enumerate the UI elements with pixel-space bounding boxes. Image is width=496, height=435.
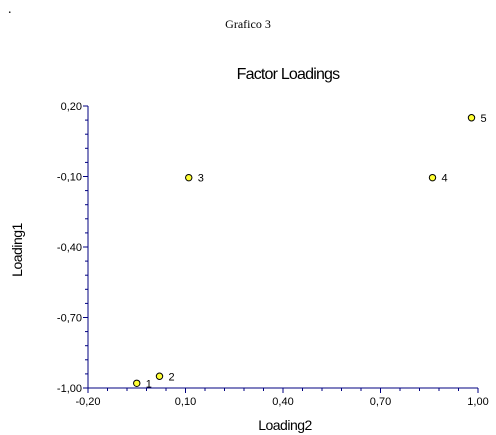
x-tick-label: -0,20 (75, 396, 100, 408)
y-tick-label: 0,20 (61, 101, 82, 113)
y-axis-label: Loading1 (9, 222, 25, 276)
data-points: 1 2 3 4 5 (133, 113, 487, 390)
data-point-label-3: 3 (198, 173, 204, 185)
page-mark: . (8, 2, 12, 17)
x-tick-label: 1,00 (467, 396, 488, 408)
x-tick-label: 0,40 (272, 396, 293, 408)
data-point-label-4: 4 (442, 173, 448, 185)
figure-caption: Grafico 3 (225, 17, 271, 31)
y-tick-label: -1,00 (57, 383, 82, 395)
data-point-label-5: 5 (481, 113, 487, 125)
y-tick-label: -0,70 (57, 313, 82, 325)
data-point-3 (185, 173, 193, 182)
data-point-2 (155, 372, 164, 380)
x-tick-label: 0,10 (175, 396, 196, 408)
data-point-label-1: 1 (146, 378, 152, 390)
data-point-5 (467, 114, 476, 122)
data-point-label-2: 2 (169, 371, 175, 383)
y-tick-label: -0,10 (57, 172, 82, 184)
data-point-1 (133, 379, 141, 387)
x-tick-label: 0,70 (370, 396, 391, 408)
chart-title: Factor Loadings (237, 66, 341, 83)
x-axis-label: Loading2 (258, 417, 312, 433)
ticks: 0,20 -0,10 -0,40 -0,70 -1,00-0,20 0,10 0,40 0,7… (57, 101, 489, 408)
data-point-4 (428, 173, 437, 182)
y-tick-label: -0,40 (57, 242, 82, 254)
axes (87, 106, 478, 389)
